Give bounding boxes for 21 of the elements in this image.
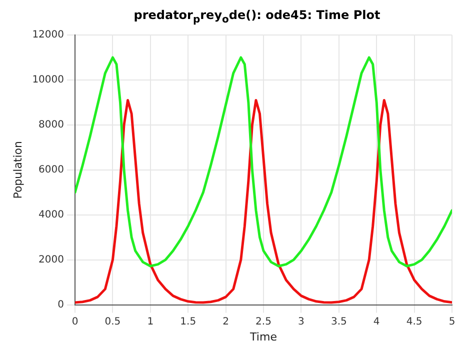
y-tick-label: 6000 xyxy=(38,164,64,176)
x-tick-label: 1 xyxy=(147,316,154,328)
y-tick-label: 12000 xyxy=(32,30,64,41)
y-axis-title: Population xyxy=(11,140,24,199)
x-tick-label: 0 xyxy=(72,316,78,328)
x-tick-label: 3.5 xyxy=(330,316,347,328)
x-tick-label: 4.5 xyxy=(406,316,422,328)
x-tick-label: 1.5 xyxy=(180,316,196,328)
x-axis-title: Time xyxy=(249,330,278,344)
x-tick-label: 3 xyxy=(298,316,304,328)
x-tick-label: 2.5 xyxy=(256,316,272,328)
y-tick-label: 0 xyxy=(58,299,64,310)
x-tick-label: 5 xyxy=(448,316,456,328)
y-tick-label: 4000 xyxy=(38,209,64,220)
y-tick-label: 8000 xyxy=(38,120,64,131)
x-tick-label: 2 xyxy=(222,316,229,328)
y-tick-label: 2000 xyxy=(38,254,64,266)
y-tick-label: 10000 xyxy=(32,74,64,86)
chart-title: predator$_{p}$rey$_{o}$de(): ode45: Time Plot xyxy=(132,8,382,26)
x-tick-label: 0.5 xyxy=(104,316,121,328)
x-tick-label: 4 xyxy=(373,316,380,328)
